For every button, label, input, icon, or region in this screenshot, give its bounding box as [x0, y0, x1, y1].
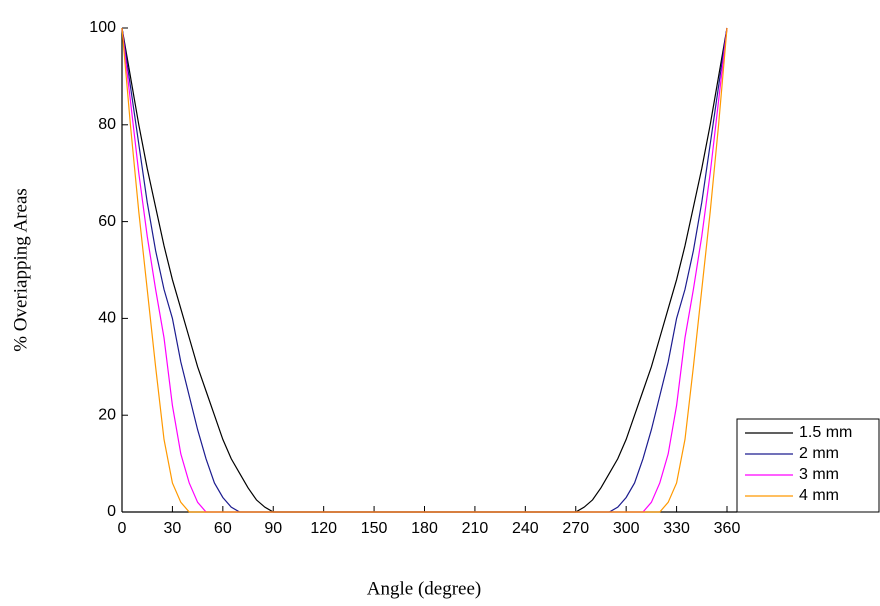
series-line: [121, 27, 728, 513]
y-tick-label: 80: [98, 116, 116, 133]
x-tick-label: 300: [613, 520, 640, 537]
series-line: [121, 27, 728, 513]
x-axis-label: Angle (degree): [367, 578, 481, 599]
y-axis-label: % Overiapping Areas: [10, 188, 31, 352]
x-tick-label: 330: [663, 520, 690, 537]
x-tick-label: 180: [411, 520, 438, 537]
x-tick-label: 120: [310, 520, 337, 537]
x-tick-label: 90: [264, 520, 282, 537]
x-tick-label: 0: [118, 520, 127, 537]
legend-label: 4 mm: [799, 487, 839, 504]
series-line: [121, 27, 728, 513]
x-tick-label: 270: [562, 520, 589, 537]
legend-label: 1.5 mm: [799, 424, 852, 441]
legend-label: 3 mm: [799, 466, 839, 483]
y-tick-label: 0: [107, 503, 116, 520]
y-tick-label: 40: [98, 310, 116, 327]
y-tick-label: 60: [98, 213, 116, 230]
y-tick-label: 20: [98, 406, 116, 423]
legend-label: 2 mm: [799, 445, 839, 462]
x-tick-label: 150: [361, 520, 388, 537]
y-tick-label: 100: [89, 19, 116, 36]
x-tick-label: 60: [214, 520, 232, 537]
x-tick-label: 210: [462, 520, 489, 537]
x-tick-label: 30: [164, 520, 182, 537]
series-line: [121, 27, 728, 513]
x-tick-label: 240: [512, 520, 539, 537]
x-tick-label: 360: [714, 520, 741, 537]
